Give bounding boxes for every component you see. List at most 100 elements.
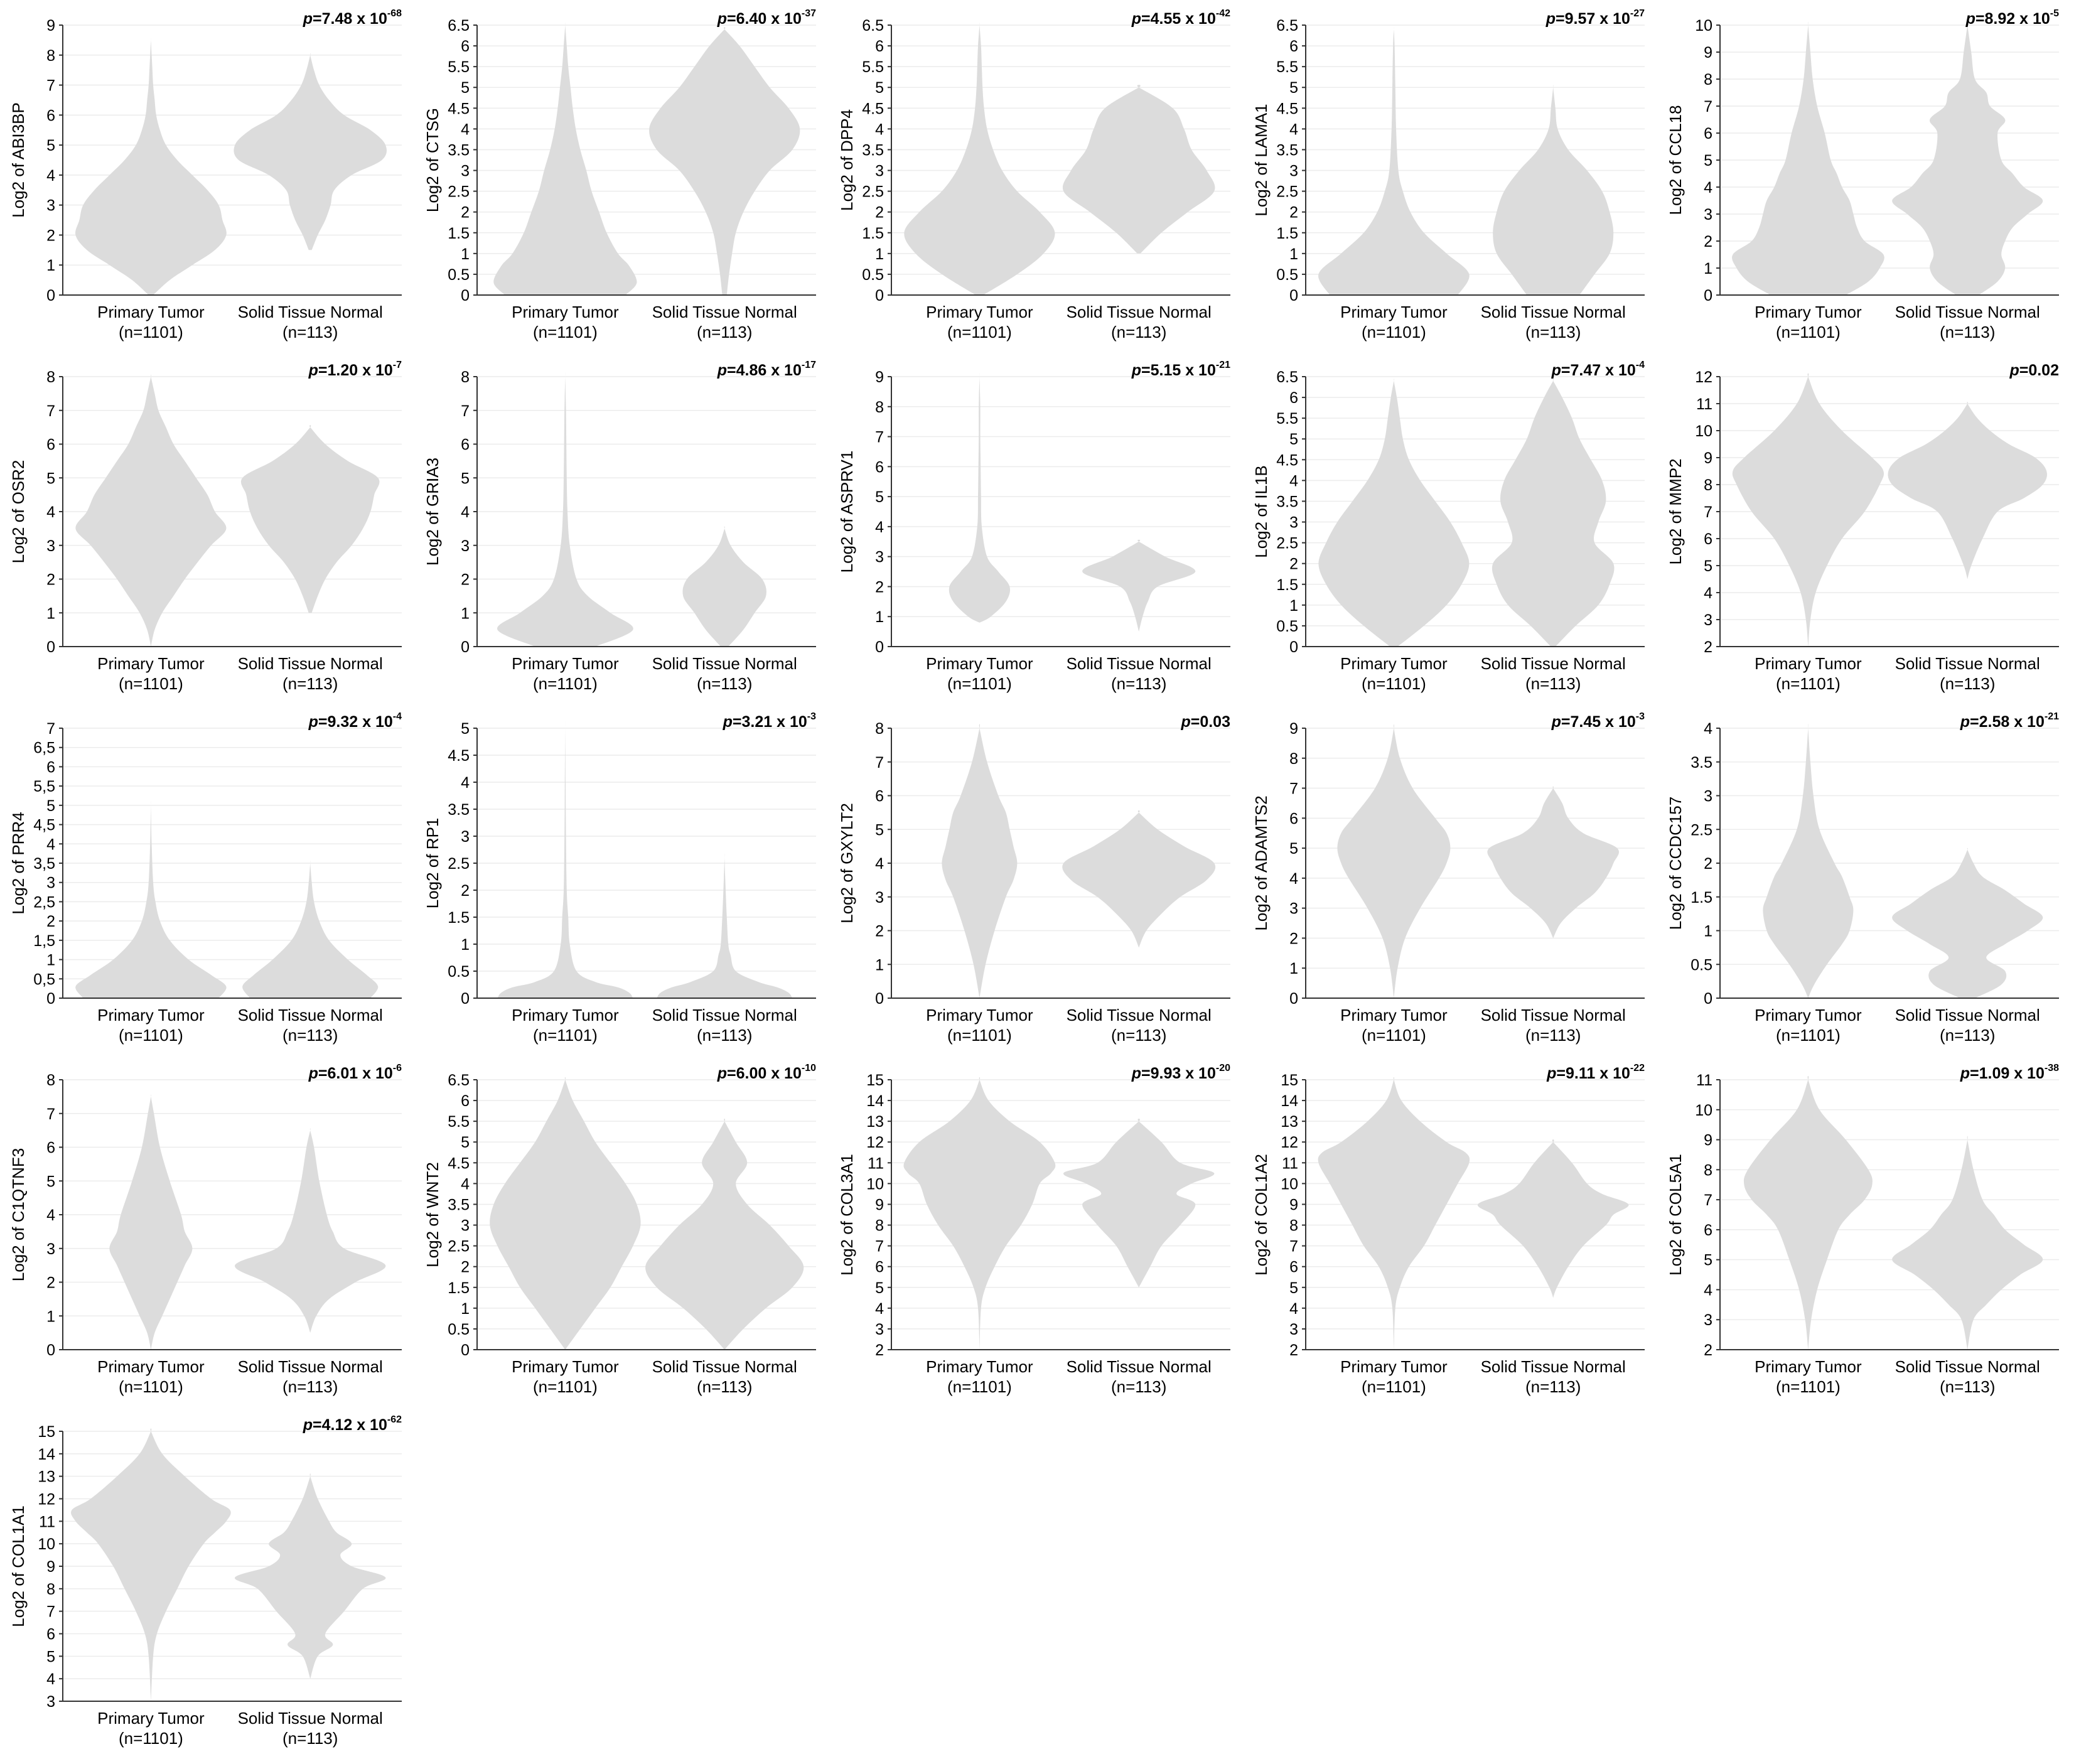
violin-primary-tumor	[942, 724, 1018, 998]
violin-primary-tumor	[904, 22, 1055, 295]
y-tick-label: 6	[461, 1092, 470, 1110]
y-tick-label: 7	[1704, 98, 1712, 116]
y-tick-label: 9	[1704, 1132, 1712, 1149]
y-tick-label: 8	[1704, 476, 1712, 494]
p-value-mantissa: =8.92 x 10	[1975, 10, 2050, 28]
violin-solid-tissue-normal	[1892, 21, 2043, 295]
y-tick-label: 12	[866, 1134, 884, 1151]
y-tick-label: 6	[875, 38, 884, 55]
violin-chart-svg: 0 1 2 3 4 5 6 7 8 9 Primary Tumor (n=1101) Solid Tis…	[9, 8, 402, 342]
x-category-label: Solid Tissue Normal	[652, 303, 797, 321]
y-tick-label: 9	[1289, 720, 1298, 738]
y-tick-label: 4,5	[33, 817, 55, 834]
y-tick-label: 9	[875, 368, 884, 386]
y-tick-label: 2	[1289, 1342, 1298, 1359]
y-tick-label: 0	[461, 990, 470, 1008]
x-sample-count-label: (n=113)	[1525, 1377, 1581, 1396]
p-value-mantissa: =6.00 x 10	[727, 1065, 802, 1082]
y-tick-label: 6	[1289, 810, 1298, 827]
violin-primary-tumor	[75, 800, 227, 998]
p-value-mantissa: =3.21 x 10	[733, 713, 807, 731]
violin-solid-tissue-normal	[649, 27, 800, 296]
y-tick-label: 5	[875, 488, 884, 506]
y-tick-label: 4	[875, 519, 884, 536]
y-tick-label: 0.5	[448, 266, 470, 284]
p-value-mantissa: =1.20 x 10	[318, 362, 393, 379]
y-tick-label: 4.5	[862, 100, 884, 117]
y-tick-label: 0.5	[1276, 618, 1298, 635]
x-category-label: Solid Tissue Normal	[1067, 303, 1212, 321]
p-value-label: p=4.55 x 10-42	[1131, 8, 1230, 28]
y-tick-label: 1.5	[1276, 225, 1298, 242]
violin-solid-tissue-normal	[1062, 810, 1216, 948]
x-sample-count-label: (n=1101)	[119, 1026, 183, 1045]
y-tick-label: 11	[1282, 1154, 1298, 1172]
p-value-mantissa: =4.55 x 10	[1141, 10, 1216, 28]
y-tick-label: 6,5	[33, 739, 55, 757]
y-tick-label: 5.5	[1276, 410, 1298, 428]
y-tick-label: 6	[46, 1139, 55, 1157]
y-tick-label: 5	[46, 1648, 55, 1665]
p-value-label: p=9.11 x 10-22	[1546, 1063, 1645, 1082]
y-tick-label: 3.5	[448, 141, 470, 159]
violin-panel-gria3: 0 1 2 3 4 5 6 7 8 Primary Tumor (n=1101) Solid Tiss…	[421, 358, 835, 709]
x-sample-count-label: (n=1101)	[119, 1377, 183, 1396]
y-tick-label: 7	[46, 1603, 55, 1621]
y-tick-label: 0.5	[448, 963, 470, 981]
x-sample-count-label: (n=1101)	[1362, 323, 1426, 342]
violin-panel-col5a1: 2 3 4 5 6 7 8 9 10 11 Primary Tumor (n=1101) Solid T…	[1664, 1061, 2078, 1412]
p-value-exponent: -10	[802, 1063, 816, 1073]
y-tick-label: 2	[875, 204, 884, 222]
y-tick-label: 7	[1289, 1238, 1298, 1256]
y-tick-label: 1	[875, 956, 884, 974]
violin-chart-svg: 2 3 4 5 6 7 8 9 10 11 12 13 14 15 Primary Tumor(n=1101…	[837, 1063, 1230, 1396]
y-tick-label: 6	[875, 788, 884, 805]
y-tick-label: 0.5	[448, 1321, 470, 1338]
violin-panel-asprv1: 0 1 2 3 4 5 6 7 8 9 Primary Tumor (n=1101) Solid Tis…	[835, 358, 1249, 709]
y-tick-label: 3	[1289, 1321, 1298, 1338]
y-tick-label: 2	[875, 923, 884, 940]
y-tick-label: 9	[1704, 44, 1712, 62]
x-sample-count-label: (n=1101)	[1776, 1377, 1841, 1396]
violin-chart-svg: 2 3 4 5 6 7 8 9 10 11 12 13 14 15 Primary Tumor(n=1101…	[1252, 1063, 1645, 1396]
y-tick-label: 5	[461, 1134, 470, 1151]
p-value-exponent: -4	[1636, 360, 1645, 370]
y-tick-label: 1.5	[448, 225, 470, 242]
y-tick-label: 5	[461, 470, 470, 487]
x-category-label: Solid Tissue Normal	[652, 1006, 797, 1025]
y-tick-label: 4	[875, 121, 884, 138]
y-tick-label: 8	[46, 1072, 55, 1089]
p-value-mantissa: =9.11 x 10	[1556, 1065, 1630, 1082]
x-category-label: Solid Tissue Normal	[1067, 654, 1212, 673]
y-tick-label: 3	[1289, 514, 1298, 532]
violin-panel-c1qtnf3: 0 1 2 3 4 5 6 7 8 Primary Tumor (n=1101) Solid Tiss…	[6, 1061, 421, 1412]
p-value-exponent: -21	[2045, 711, 2059, 722]
x-sample-count-label: (n=1101)	[1362, 1026, 1426, 1045]
p-value-exponent: -17	[802, 360, 816, 370]
y-tick-label: 6.5	[1276, 368, 1298, 386]
y-tick-label: 1	[46, 605, 55, 622]
violin-panel-prr4: 0 0,5 1 1,5 2 2,5 3 3,5 4 4,5 5 5,5 6 6,5 7 Primary Tum…	[6, 709, 421, 1061]
x-category-label: Solid Tissue Normal	[1067, 1006, 1212, 1025]
violin-panel-wnt2: 0 0.5 1 1.5 2 2.5 3 3.5 4 4.5 5 5.5 6 6.5 Primary Tumo…	[421, 1061, 835, 1412]
x-category-label: Primary Tumor	[512, 1357, 619, 1376]
y-tick-label: 0	[1704, 990, 1712, 1008]
p-value-mantissa: =9.32 x 10	[318, 713, 393, 731]
y-tick-label: 4	[46, 1670, 55, 1688]
y-tick-label: 3	[875, 1321, 884, 1338]
y-tick-label: 8	[875, 720, 884, 738]
violin-primary-tumor	[1763, 724, 1854, 998]
p-value-label: p=1.20 x 10-7	[308, 360, 402, 379]
violin-solid-tissue-normal	[1082, 539, 1196, 632]
y-tick-label: 0	[46, 990, 55, 1008]
p-value-exponent: -21	[1216, 360, 1230, 370]
x-sample-count-label: (n=1101)	[119, 1729, 183, 1748]
y-tick-label: 2.5	[1691, 821, 1712, 839]
p-value-exponent: -22	[1630, 1063, 1645, 1073]
y-tick-label: 8	[1289, 1217, 1298, 1235]
y-tick-label: 15	[1281, 1072, 1298, 1089]
y-tick-label: 13	[1281, 1113, 1298, 1131]
y-tick-label: 3.5	[1276, 493, 1298, 510]
y-tick-label: 4.5	[448, 1154, 470, 1172]
